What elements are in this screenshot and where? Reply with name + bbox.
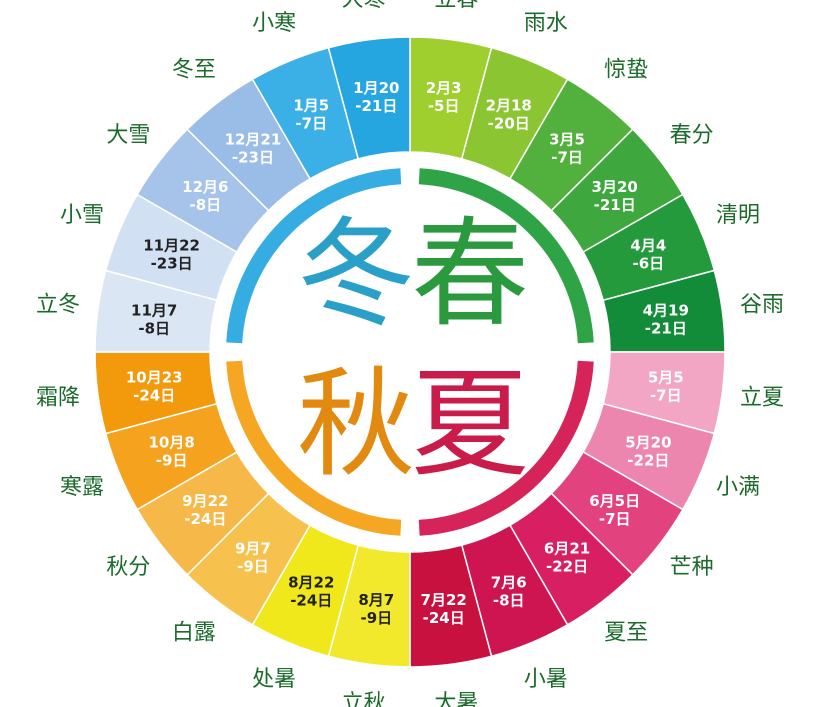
date-label-14: 8月22 -24日: [288, 573, 334, 609]
season-char-winter: 冬: [297, 205, 415, 343]
term-label-1: 立春: [434, 0, 478, 12]
term-label-6: 谷雨: [740, 293, 784, 318]
date-label-12: 7月22 -24日: [421, 591, 467, 627]
date-label-15: 9月7 -9日: [235, 540, 271, 576]
term-label-2: 雨水: [524, 11, 568, 36]
term-label-3: 惊蛰: [604, 57, 648, 82]
term-label-12: 大暑: [434, 691, 478, 707]
season-ring-arc-2: [418, 360, 594, 536]
center-disc: [211, 153, 609, 551]
season-ring-arc-4: [226, 168, 402, 344]
term-label-9: 芒种: [670, 555, 714, 580]
date-label-4: 3月20 -21日: [592, 178, 638, 214]
term-label-24: 大寒: [342, 0, 386, 12]
term-label-ring: 立春雨水惊蛰春分清明谷雨立夏小满芒种夏至小暑大暑 立秋 处暑 白露 秋分 寒露 霜降 立冬 小雪…: [36, 0, 784, 707]
term-label-18: 霜降: [36, 385, 80, 410]
term-label-15: 白露: [172, 621, 216, 646]
segment-ring: [94, 36, 726, 668]
date-label-20: 11月22 -23日: [143, 236, 200, 272]
term-label-5: 清明: [716, 203, 760, 228]
date-label-3: 3月5 -7日: [549, 130, 585, 166]
term-label-17: 寒露: [60, 475, 104, 500]
term-label-16: 秋分: [106, 555, 150, 580]
segment-24: [327, 36, 411, 160]
date-label-2: 2月18 -20日: [486, 97, 532, 133]
term-label-19: 立冬: [36, 293, 80, 318]
date-label-23: 1月5 -7日: [293, 97, 329, 133]
term-label-20: 小雪: [60, 203, 104, 228]
term-label-8: 小满: [716, 475, 760, 500]
date-label-24: 1月20 -21日: [353, 79, 399, 115]
date-label-22: 12月21 -23日: [225, 130, 282, 166]
inner-season-ring: [211, 153, 609, 551]
season-characters: 冬 春 秋 夏: [297, 205, 529, 493]
term-label-11: 小暑: [524, 667, 568, 692]
date-label-19: 11月7 -8日: [131, 301, 177, 337]
date-label-13: 8月7 -9日: [358, 591, 394, 627]
date-label-7: 5月5 -7日: [648, 369, 684, 405]
season-ring-arc-1: [418, 168, 594, 344]
term-label-7: 立夏: [740, 385, 784, 410]
term-label-4: 春分: [670, 123, 714, 148]
term-label-21: 大雪: [106, 123, 150, 148]
season-char-autumn: 秋: [297, 355, 415, 493]
season-char-spring: 春: [411, 205, 529, 343]
term-label-23: 小寒: [252, 11, 296, 36]
term-label-22: 冬至: [172, 57, 216, 82]
date-label-6: 4月19 -21日: [643, 301, 689, 337]
term-label-13: 立秋: [342, 691, 386, 707]
season-char-summer: 夏: [411, 355, 529, 493]
date-label-8: 5月20 -22日: [625, 434, 671, 470]
date-label-5: 4月4 -6日: [630, 236, 666, 272]
date-label-10: 6月21 -22日: [544, 540, 590, 576]
date-label-9: 6月5日-7日: [589, 492, 640, 528]
term-label-10: 夏至: [604, 621, 648, 646]
date-label-18: 10月23 -24日: [126, 369, 183, 405]
date-label-1: 2月3 -5日: [426, 79, 462, 115]
season-ring-arc-3: [226, 360, 402, 536]
date-label-17: 10月8 -9日: [148, 434, 194, 470]
term-label-14: 处暑: [252, 667, 296, 692]
date-label-11: 7月6 -8日: [491, 573, 527, 609]
date-label-16: 9月22 -24日: [182, 492, 228, 528]
date-label-21: 12月6 -8日: [182, 178, 228, 214]
